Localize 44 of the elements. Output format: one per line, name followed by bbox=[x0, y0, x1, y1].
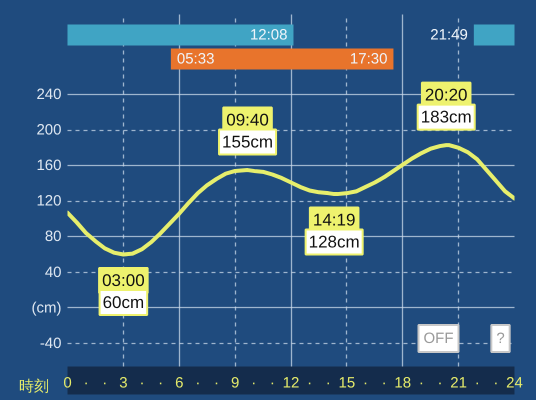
annotation: 14:19 128cm bbox=[308, 210, 360, 252]
x-tick-label: 0 bbox=[63, 374, 72, 392]
annotation: 17:30 bbox=[350, 50, 388, 68]
x-tick-label: 6 bbox=[175, 374, 184, 392]
x-tick-label: 3 bbox=[119, 374, 128, 392]
y-tick-label: 200 bbox=[36, 122, 62, 139]
x-tick-label: · bbox=[474, 374, 480, 392]
y-tick-label: 40 bbox=[44, 264, 62, 281]
y-tick-label: 160 bbox=[36, 157, 62, 174]
x-tick-label: 15 bbox=[338, 374, 356, 392]
annotation: ? bbox=[496, 330, 505, 347]
y-tick-label: -40 bbox=[40, 334, 62, 352]
band-label: 21:49 bbox=[430, 26, 468, 44]
band-label: 12:08 bbox=[250, 26, 288, 44]
x-tick-label: · bbox=[84, 374, 89, 392]
y-tick-label: 80 bbox=[44, 228, 62, 246]
annotation: 20:20 183cm bbox=[420, 86, 472, 127]
x-tick-label: · bbox=[307, 374, 312, 392]
x-tick-label: 21 bbox=[450, 374, 467, 392]
annotation: OFF bbox=[424, 330, 454, 347]
y-tick-label: (cm) bbox=[32, 299, 62, 316]
x-tick-label: · bbox=[140, 374, 144, 392]
x-tick-label: · bbox=[270, 374, 275, 392]
x-tick-label: · bbox=[158, 374, 164, 392]
annotation: 03:00 60cm bbox=[102, 271, 145, 312]
x-tick-label: · bbox=[195, 374, 200, 392]
x-tick-label: · bbox=[363, 374, 368, 392]
x-axis-title: 時刻 bbox=[19, 377, 49, 397]
x-tick-label: 18 bbox=[394, 374, 412, 392]
x-tick-label: 12 bbox=[282, 374, 300, 392]
x-tick-label: · bbox=[493, 374, 498, 392]
x-tick-label: · bbox=[382, 374, 387, 392]
x-tick-label: · bbox=[326, 374, 331, 392]
x-tick-label: · bbox=[418, 374, 424, 392]
y-tick-label: 240 bbox=[36, 86, 62, 103]
y-tick-label: 120 bbox=[36, 192, 62, 210]
x-tick-label: · bbox=[102, 374, 108, 392]
x-tick-label: · bbox=[438, 374, 442, 392]
annotation: 09:40 155cm bbox=[222, 110, 274, 152]
x-tick-label: 24 bbox=[506, 374, 523, 392]
x-tick-label: 9 bbox=[230, 374, 240, 392]
band-label: 05:33 bbox=[176, 50, 214, 68]
x-tick-label: · bbox=[251, 374, 256, 392]
x-tick-label: · bbox=[214, 374, 219, 392]
